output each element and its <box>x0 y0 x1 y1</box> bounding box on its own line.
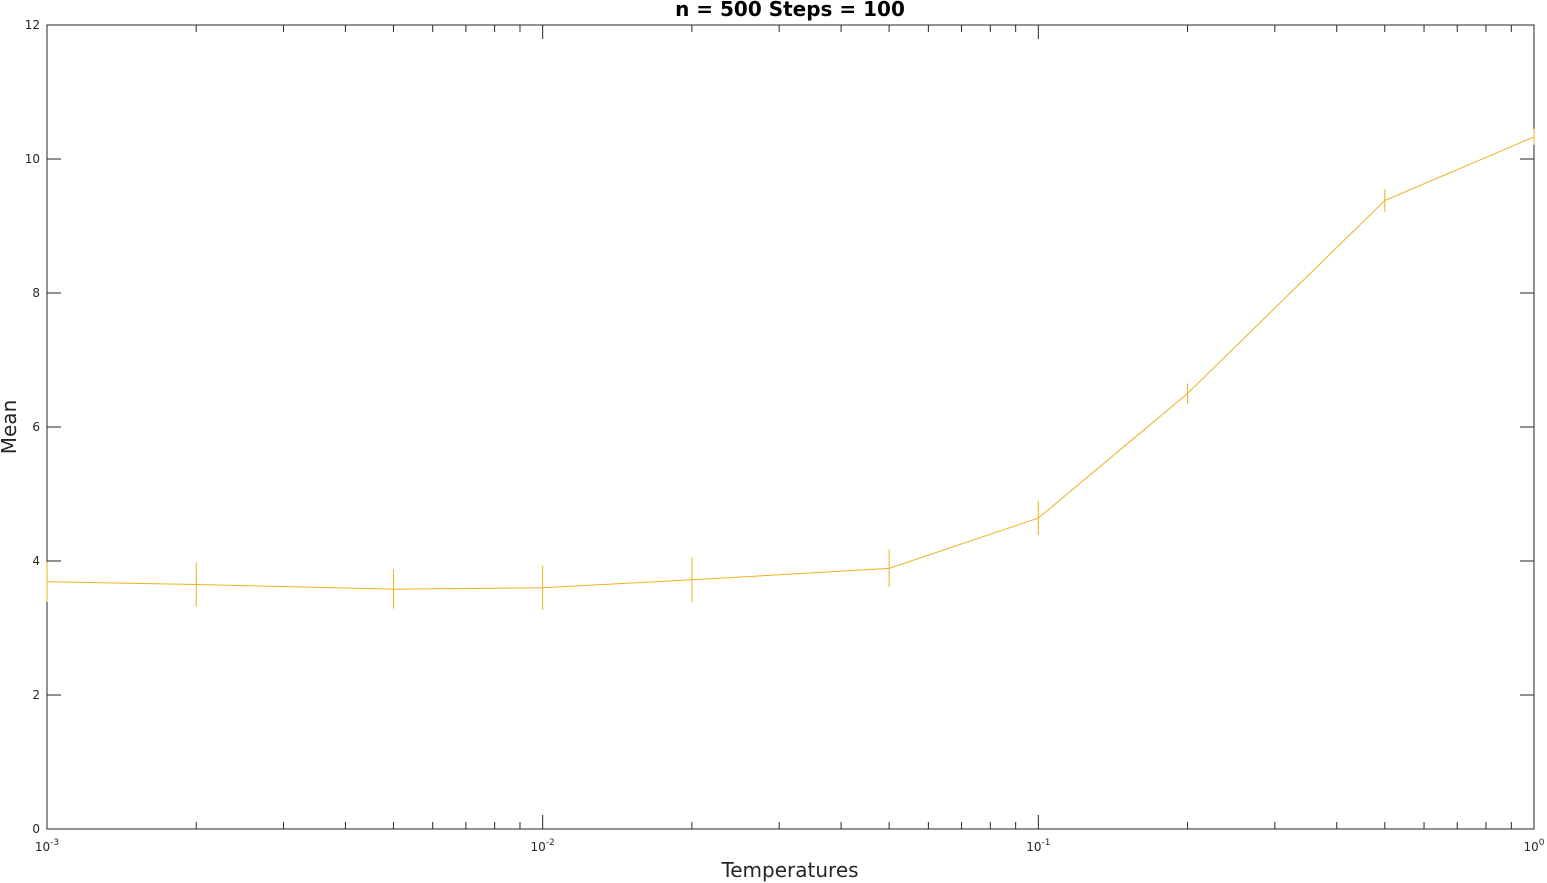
x-axis-label: Temperatures <box>720 858 858 882</box>
axis-ticks <box>46 24 1535 830</box>
y-tick-label: 0 <box>32 822 40 836</box>
plot-frame <box>46 24 1535 830</box>
y-tick-label: 10 <box>25 152 40 166</box>
x-tick-label: 10-1 <box>1026 838 1050 854</box>
y-tick-label: 6 <box>32 420 40 434</box>
y-axis-label: Mean <box>0 400 21 455</box>
y-tick-label: 2 <box>32 688 40 702</box>
y-tick-label: 4 <box>32 554 40 568</box>
plot-area <box>46 24 1535 830</box>
x-tick-label: 100 <box>1523 838 1544 854</box>
x-tick-label: 10-2 <box>531 838 555 854</box>
series-line <box>46 136 1535 590</box>
data-series <box>46 128 1535 610</box>
tick-labels: 10-3 10-2 10-1 100 0 2 4 6 8 10 12 <box>25 18 1545 854</box>
y-tick-label: 8 <box>32 286 40 300</box>
y-tick-label: 12 <box>25 18 40 32</box>
x-tick-label: 10-3 <box>35 838 59 854</box>
chart-title: n = 500 Steps = 100 <box>675 0 905 21</box>
